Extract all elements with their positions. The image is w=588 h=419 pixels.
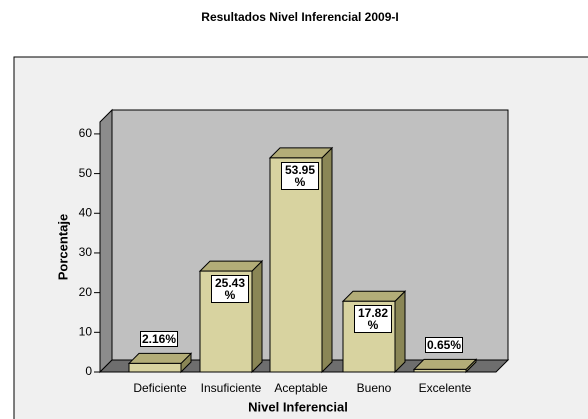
side-wall [99,108,113,374]
chart-title: Resultados Nivel Inferencial 2009-I [201,10,398,24]
value-label: 25.43 % [211,275,249,304]
bar-side [251,259,263,374]
x-axis-label: Nivel Inferencial [248,399,348,414]
bar-side [321,146,333,374]
y-tick-label: 40 [79,205,93,219]
bar [413,368,467,373]
y-tick-label: 50 [79,166,93,180]
x-tick-label: Deficiente [133,381,187,395]
x-tick-label: Bueno [357,381,392,395]
y-axis-label: Porcentaje [55,214,70,280]
bar-top [268,147,334,159]
x-tick-label: Insuficiente [201,381,262,395]
y-tick-label: 30 [79,245,93,259]
x-tick-label: Aceptable [274,381,328,395]
bar [269,157,323,373]
value-label: 0.65% [425,337,463,354]
value-label: 17.82 % [354,305,392,334]
bar-top [198,260,264,272]
y-tick-label: 60 [79,126,93,140]
bar-top [412,358,478,370]
value-label: 2.16% [140,331,178,348]
value-label: 53.95 % [281,161,319,190]
bar-top [127,352,193,364]
bar [128,362,182,373]
y-tick-label: 10 [79,324,93,338]
bar-side [394,290,406,374]
bar-top [341,290,407,302]
y-tick-label: 20 [79,285,93,299]
y-tick-label: 0 [85,364,92,378]
x-tick-label: Excelente [419,381,472,395]
